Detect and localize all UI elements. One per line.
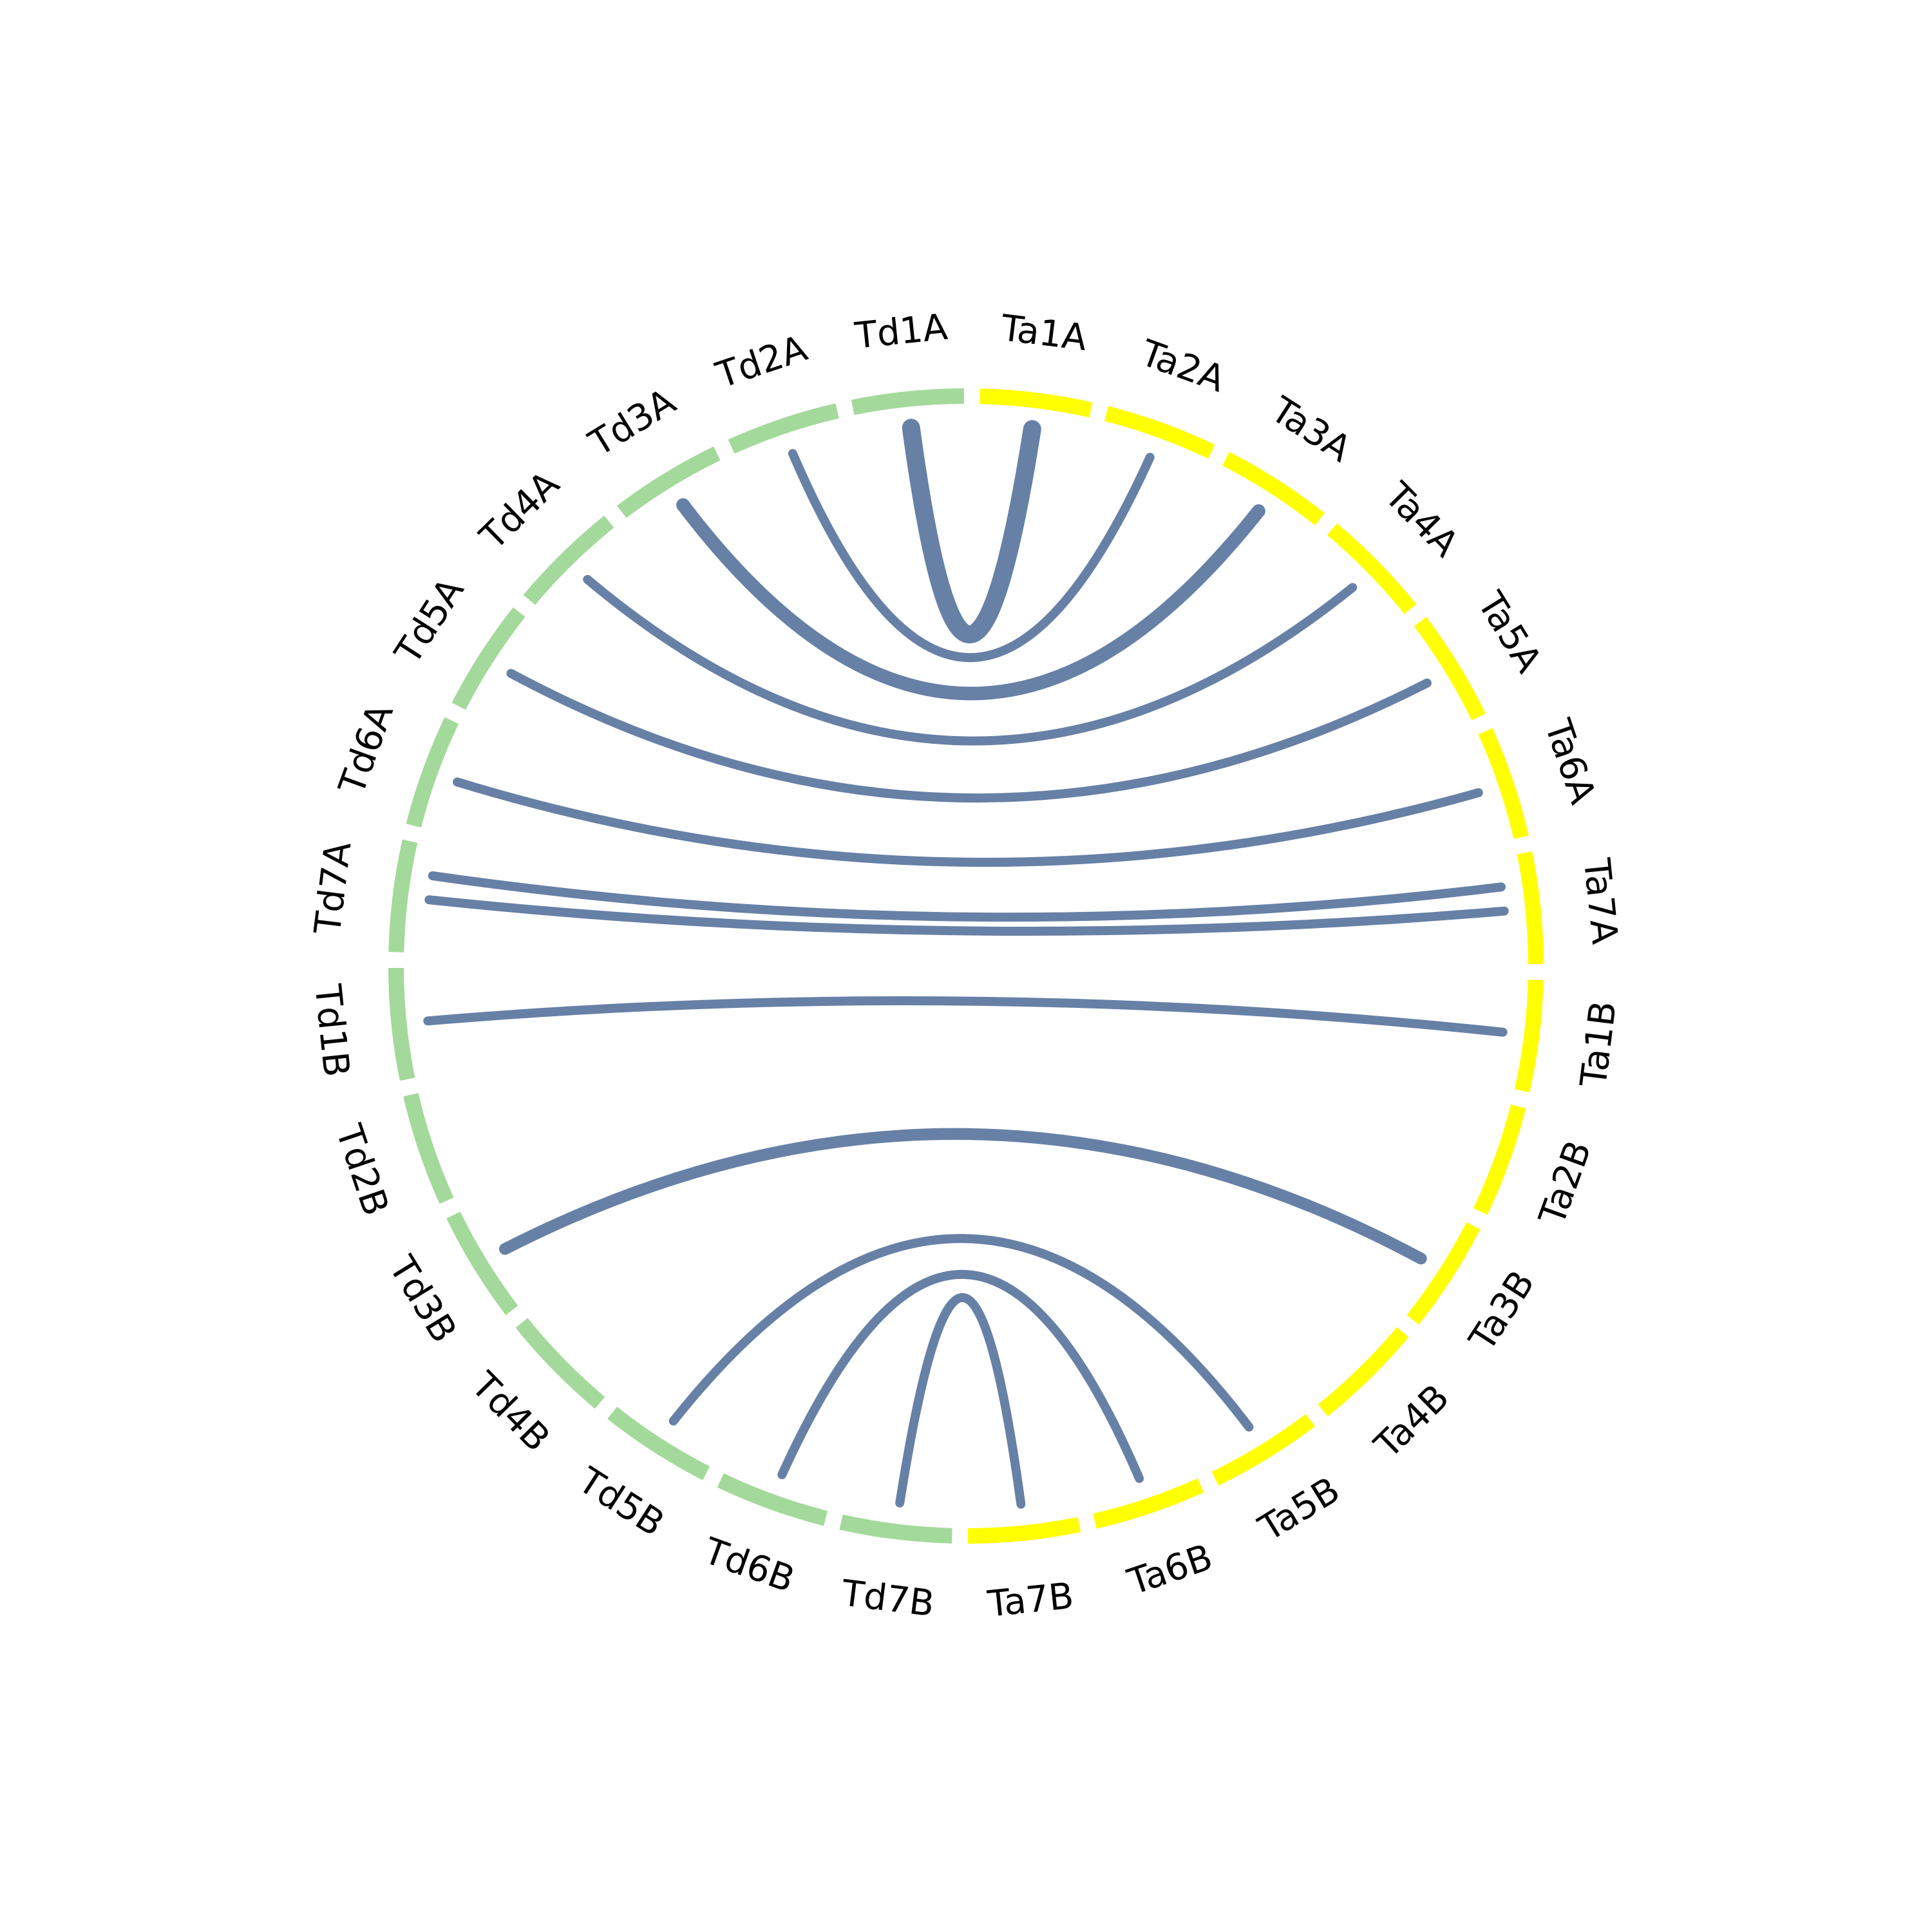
link-td3b-ta3b bbox=[499, 1128, 1427, 1265]
segment-ring bbox=[388, 388, 1544, 1544]
link-td5a-ta5a bbox=[506, 668, 1432, 803]
segment-ta7b bbox=[968, 1517, 1081, 1544]
segment-td1a bbox=[851, 388, 964, 415]
segment-td7a bbox=[388, 839, 418, 952]
segment-td7b bbox=[839, 1514, 952, 1544]
segment-td3b bbox=[446, 1211, 518, 1315]
link-td2a-ta2a bbox=[788, 449, 1155, 663]
label-td1b: Td1B bbox=[306, 982, 357, 1079]
segment-ta5a bbox=[1414, 617, 1486, 721]
link-td7a-ta7a bbox=[428, 871, 1506, 922]
link-td4a-ta4a bbox=[583, 574, 1358, 746]
segment-ta2b bbox=[1473, 1104, 1526, 1215]
segment-td6a bbox=[406, 717, 459, 828]
link-td3a-ta3a bbox=[676, 498, 1265, 701]
link-td1b-ta1b bbox=[423, 996, 1508, 1037]
segment-td4a bbox=[523, 515, 614, 605]
label-ta7b: Ta7B bbox=[985, 1575, 1075, 1625]
link-layer bbox=[423, 419, 1509, 1509]
segment-ta5b bbox=[1211, 1414, 1315, 1486]
segment-td6b bbox=[717, 1473, 828, 1526]
link-td7a-ta7a bbox=[424, 895, 1509, 936]
link-td1a-ta1a bbox=[902, 419, 1041, 643]
segment-ta2a bbox=[1104, 406, 1215, 459]
link-td7b-ta7b bbox=[895, 1293, 1026, 1509]
segment-ta4b bbox=[1318, 1327, 1409, 1417]
segment-td4b bbox=[515, 1318, 605, 1409]
segment-td3a bbox=[617, 446, 721, 518]
segment-td5a bbox=[451, 607, 526, 710]
label-td1a: Td1A bbox=[853, 306, 950, 357]
segment-ta6b bbox=[1093, 1478, 1204, 1529]
segment-ta7a bbox=[1517, 851, 1544, 964]
segment-td5b bbox=[607, 1406, 710, 1481]
segment-ta4a bbox=[1327, 523, 1417, 614]
segment-ta3a bbox=[1222, 451, 1325, 526]
segment-ta1b bbox=[1514, 980, 1544, 1093]
link-td6b-ta6b bbox=[777, 1269, 1144, 1483]
link-td5b-ta5b bbox=[668, 1234, 1254, 1432]
link-td6a-ta6a bbox=[453, 777, 1483, 867]
segment-ta1a bbox=[980, 388, 1093, 418]
segment-ta3b bbox=[1406, 1222, 1481, 1325]
label-ta7a: Ta7A bbox=[1575, 856, 1625, 946]
segment-td2a bbox=[728, 403, 839, 454]
segment-ta6a bbox=[1478, 728, 1529, 839]
segment-td2b bbox=[403, 1093, 454, 1204]
segment-td1b bbox=[388, 968, 415, 1081]
